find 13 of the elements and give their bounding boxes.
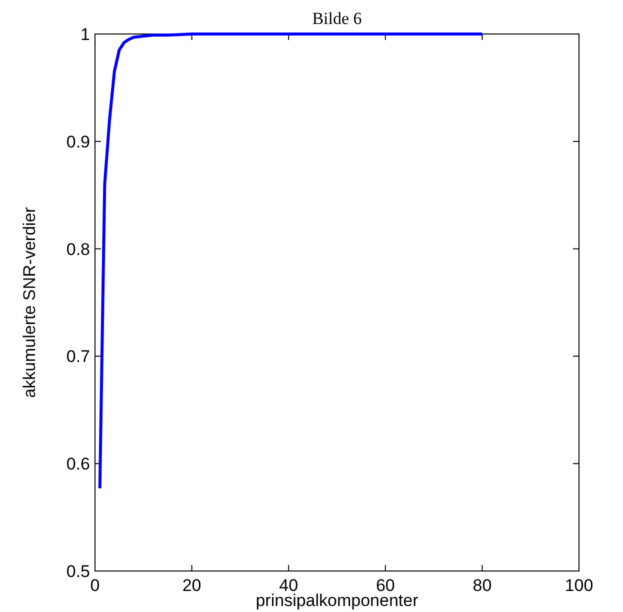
x-tick-label: 100 (564, 576, 594, 595)
x-tick-label: 0 (90, 576, 100, 595)
x-tick-label: 20 (182, 576, 202, 595)
line-series (98, 32, 484, 490)
x-tick-label: 80 (472, 576, 492, 595)
y-axis-title: akkumulerte SNR-verdier (20, 206, 39, 398)
y-tick-label: 0.6 (66, 454, 90, 474)
y-tick-label: 0.8 (66, 240, 90, 259)
y-tick-label: 0.5 (66, 562, 90, 581)
y-tick-label: 1 (80, 25, 90, 44)
chart-title: Bilde 6 (312, 9, 362, 28)
y-tick-label: 0.9 (66, 132, 90, 152)
y-tick-label: 0.7 (66, 347, 90, 366)
